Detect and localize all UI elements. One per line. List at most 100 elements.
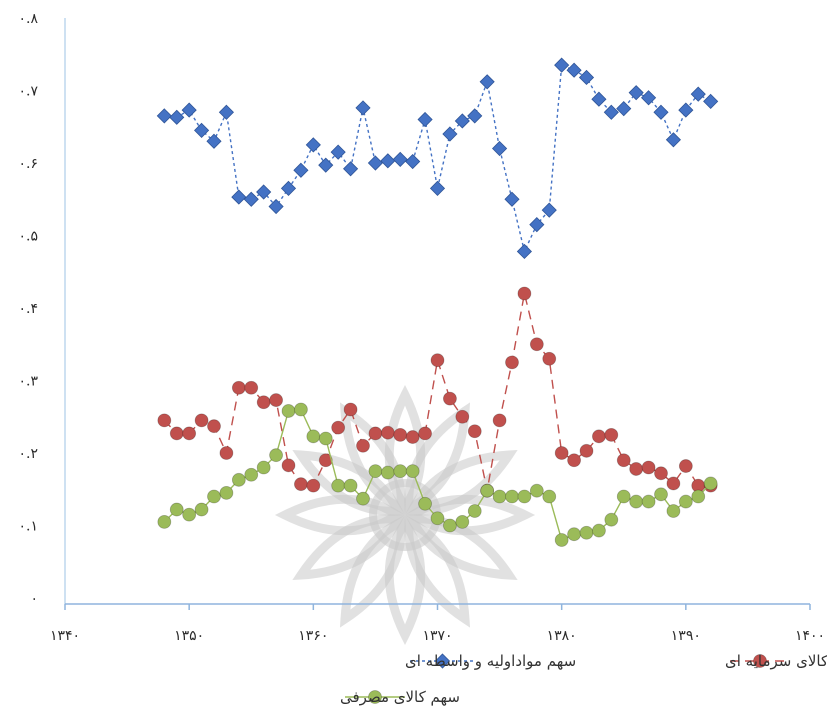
series-3-point [517,489,532,504]
series-1-point [479,74,495,90]
series-2-point [194,413,209,428]
series-2-point [542,351,557,366]
series-3-point [343,478,358,493]
y-tick-label: ۰.۶ [19,156,39,172]
series-1-point [516,243,532,260]
series-2-line [163,293,711,491]
series-1-point [280,180,297,196]
series-1-point [318,157,334,173]
series-2-point [604,427,619,442]
series-3-point [629,494,644,509]
series-2-point [579,443,594,458]
x-tick-label: ۱۳۷۰ [422,628,452,644]
series-3-point [207,489,221,504]
x-tick-label: ۱۳۸۰ [547,628,577,644]
legend-marker [434,653,451,669]
series-3-point [666,504,681,518]
series-3-point [554,533,569,547]
series-2-point [641,460,656,475]
legend-marker [753,654,767,668]
series-3-point [480,483,495,498]
series-1-point [293,162,309,178]
series-1-point [243,191,259,207]
series-3-point [331,478,346,493]
series-2-point [629,462,644,476]
series-2-point [343,402,358,417]
series-2-point [269,393,283,407]
series-1-point [355,100,371,116]
series-3-point [703,476,718,491]
series-3-point [269,448,283,463]
series-3-point [418,496,432,511]
series-3-point [182,507,197,522]
y-tick-label: ۰ [30,591,38,607]
series-1-point [504,191,520,207]
series-2-point [666,476,681,491]
series-2-point [219,446,234,460]
series-1-point [616,101,632,117]
y-tick-label: ۰.۴ [19,301,39,317]
series-2-point [231,380,246,395]
series-1-point [690,86,706,102]
series-2-point [281,458,296,473]
y-tick-label: ۰.۵ [19,229,39,245]
series-2-point [592,429,606,444]
legend-label: سهم کالای مصرفی [340,688,460,706]
series-2-point [318,453,333,468]
series-1-point [343,161,359,177]
series-1-point [541,202,557,218]
series-1-point [256,184,272,200]
series-3-point [306,429,321,444]
series-1-point [218,104,234,120]
series-3-point [492,489,507,504]
series-2-point [678,459,693,473]
series-1 [156,57,719,260]
series-3-point [194,502,209,517]
series-2-point [256,395,271,410]
series-1-point [392,151,408,167]
series-3-point [455,514,470,529]
series-1-point [367,155,383,171]
series-3-point [430,511,445,526]
series-3-point [294,402,308,417]
series-3 [157,402,718,547]
series-3-point [318,431,333,446]
watermark-petal [384,515,426,646]
legend: سهم مواداولیه و واسطه ای سهم کالای سرمایه… [340,652,827,706]
series-2-point [157,413,172,428]
series-2-point [455,409,470,424]
series-3-point [542,489,557,504]
series-3-point [356,491,370,506]
series-1-point [603,104,619,120]
series-1-point [653,104,669,120]
legend-label: سهم مواداولیه و واسطه ای [405,652,576,670]
series-1-point [678,102,694,118]
series-1-point [566,62,582,78]
series-1-point [305,137,321,153]
series-3-point [281,404,296,418]
series-3-point [157,514,172,529]
y-axis: ۰ ۰.۱ ۰.۲ ۰.۳ ۰.۴ ۰.۵ ۰.۶ ۰.۷ ۰.۸ [19,11,39,607]
x-tick-label: ۱۴۰۰ [795,628,825,644]
series-2-point [405,430,420,444]
series-1-point [591,91,607,107]
series-1-point [330,144,346,160]
series-3-point [505,489,519,504]
series-3-point [641,494,656,509]
series-2-point [443,391,457,406]
series-1-point [554,57,570,73]
series-2-point [418,426,432,441]
series-1-point [703,93,719,109]
series-2-point [616,453,631,468]
series-3-point [256,460,271,475]
y-tick-label: ۰.۳ [19,374,39,390]
x-tick-label: ۱۳۵۰ [174,628,204,644]
series-1-point [429,180,446,196]
series-2-point [169,426,184,441]
series-2-point [207,419,221,434]
series-1-point [578,69,595,86]
series-1-point [628,85,644,101]
watermark-petal [339,515,406,628]
series-2 [157,286,718,498]
